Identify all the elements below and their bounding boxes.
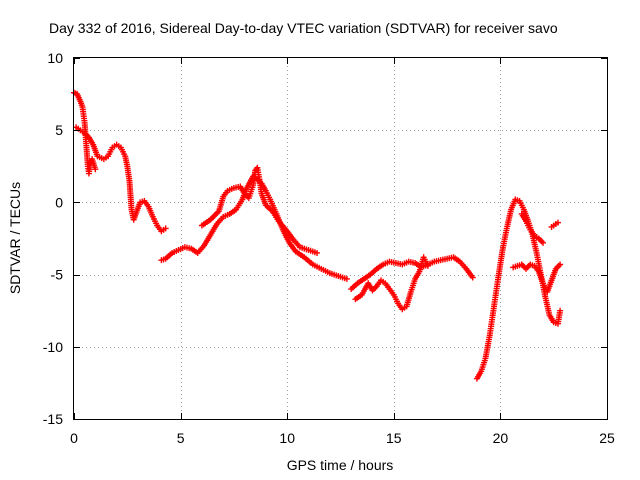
data-point xyxy=(540,239,547,246)
data-series xyxy=(158,173,350,282)
data-point xyxy=(557,307,564,314)
x-tick-label: 20 xyxy=(493,430,509,446)
data-point xyxy=(424,262,431,269)
x-tick-label: 25 xyxy=(599,430,615,446)
data-marks xyxy=(71,89,564,382)
y-tick-label: -15 xyxy=(43,411,63,427)
y-tick-label: -10 xyxy=(43,339,63,355)
y-axis-label: SDTVAR / TECUs xyxy=(7,182,23,294)
data-point xyxy=(469,274,476,281)
data-point xyxy=(343,275,350,282)
grid-layer xyxy=(74,58,607,419)
data-point xyxy=(92,166,99,173)
y-tick-label: -5 xyxy=(51,267,64,283)
y-tick-label: 0 xyxy=(55,194,63,210)
x-tick-label: 5 xyxy=(177,430,185,446)
axis-ticks xyxy=(74,58,608,420)
x-tick-label: 0 xyxy=(70,430,78,446)
data-series xyxy=(510,261,564,295)
data-series xyxy=(348,254,476,293)
data-series xyxy=(548,219,561,230)
data-series xyxy=(198,164,321,256)
chart-title: Day 332 of 2016, Sidereal Day-to-day VTE… xyxy=(49,20,558,36)
x-tick-label: 10 xyxy=(279,430,295,446)
y-tick-label: 10 xyxy=(47,50,63,66)
tick-labels: 0 5 10 15 20 25 -15 -10 -5 0 5 10 xyxy=(43,50,615,446)
data-series xyxy=(73,124,169,235)
data-point xyxy=(554,219,561,226)
data-point xyxy=(162,225,169,232)
x-tick-label: 15 xyxy=(386,430,402,446)
data-point xyxy=(557,261,564,268)
data-series xyxy=(352,254,431,313)
data-series xyxy=(71,89,99,177)
x-axis-label: GPS time / hours xyxy=(287,457,394,473)
data-series xyxy=(518,210,547,246)
y-tick-label: 5 xyxy=(55,122,63,138)
data-point xyxy=(314,249,321,256)
plot-frame xyxy=(73,57,608,420)
